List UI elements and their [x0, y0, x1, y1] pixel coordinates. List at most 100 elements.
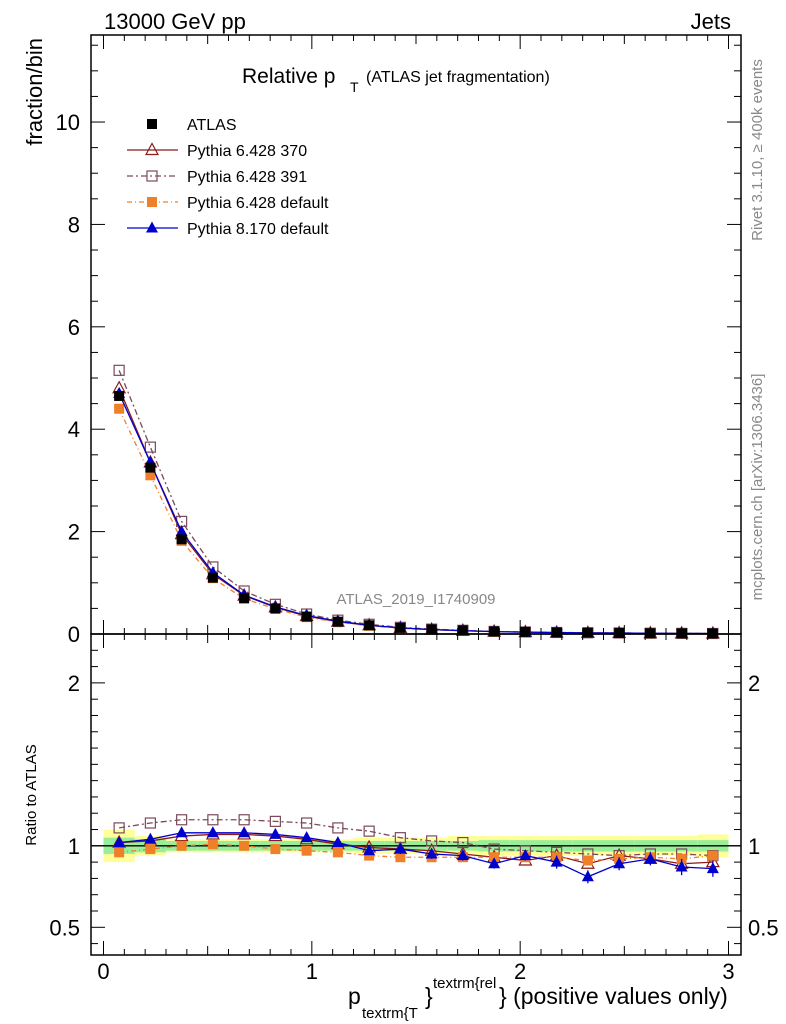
ratio-point [332, 822, 344, 834]
ratio-tick-label: 0.5 [49, 915, 80, 940]
legend-item: Pythia 6.428 default [127, 195, 329, 212]
data-point [207, 572, 218, 583]
ratio-point [300, 831, 313, 843]
x-tick-label: 1 [306, 959, 318, 984]
ratio-point [675, 860, 688, 872]
data-point [145, 462, 156, 473]
ratio-point [550, 855, 563, 867]
ratio-point [113, 836, 126, 848]
legend-label: Pythia 8.170 default [187, 221, 329, 238]
ratio-point [269, 815, 281, 827]
data-point [520, 626, 531, 637]
y-tick-label: 8 [68, 212, 80, 237]
series-atlas-data [114, 390, 718, 639]
ratio-series-pythia-8-170-default [113, 826, 719, 884]
ratio-point [706, 862, 719, 874]
legend-marker [144, 142, 160, 156]
legend-item: Pythia 8.170 default [127, 221, 329, 238]
ratio-point [176, 840, 187, 851]
data-point [426, 624, 437, 635]
ratio-point [145, 844, 156, 855]
ratio-point [363, 825, 375, 837]
ratio-point [238, 814, 250, 826]
x-label-sub: textrm{T [362, 1005, 418, 1022]
ratio-point [364, 850, 375, 861]
legend: ATLAS Pythia 6.428 370 Pythia 6.428 391 Pyt… [127, 117, 329, 238]
ratio-point [332, 847, 343, 858]
y-tick-label: 2 [68, 520, 80, 545]
data-point [113, 364, 125, 376]
ratio-point [301, 817, 313, 829]
legend-label: ATLAS [187, 117, 237, 134]
legend-label: Pythia 6.428 391 [187, 169, 307, 186]
title-subscript: T [350, 79, 359, 95]
ratio-tick-label-right: 0.5 [748, 915, 779, 940]
ratio-point [394, 842, 407, 854]
ratio-point [238, 826, 251, 838]
y-tick-label: 6 [68, 315, 80, 340]
ratio-tick-label-right: 1 [748, 834, 760, 859]
data-point [582, 627, 593, 638]
y-tick-label: 4 [68, 417, 80, 442]
ratio-point [207, 839, 218, 850]
data-point [489, 626, 500, 637]
ratio-point [176, 814, 188, 826]
header-energy-label: 13000 GeV pp [104, 9, 246, 34]
ratio-point [456, 849, 469, 861]
data-point [145, 470, 156, 481]
legend-marker [146, 221, 158, 233]
ratio-tick-label-right: 2 [748, 671, 760, 696]
data-point [239, 593, 250, 604]
ratio-point [489, 852, 500, 863]
legend-item: Pythia 6.428 370 [127, 142, 307, 160]
data-point [364, 620, 375, 631]
rivet-label: Rivet 3.1.10, ≥ 400k events [749, 59, 766, 241]
ratio-point [270, 844, 281, 855]
header-process-label: Jets [691, 9, 731, 34]
x-label-close: } [425, 983, 433, 1009]
ratio-tick-label: 2 [68, 671, 80, 696]
ratio-point [707, 850, 718, 861]
ratio-point [395, 852, 406, 863]
ratio-point [457, 836, 469, 849]
data-point [144, 441, 156, 453]
ratio-point [206, 826, 219, 838]
ratio-point [488, 857, 501, 869]
ratio-point [331, 836, 344, 848]
ratio-y-axis-label: Ratio to ATLAS [23, 744, 40, 845]
data-point [301, 611, 312, 622]
ratio-point [519, 849, 532, 861]
plot-title: Relative p T (ATLAS jet fragmentation) [242, 65, 550, 95]
legend-marker [147, 119, 157, 129]
x-label-p: p [348, 983, 361, 1009]
x-tick-label: 0 [97, 959, 109, 984]
ratio-point [113, 822, 125, 834]
legend-marker [146, 170, 158, 182]
ratio-point [581, 870, 594, 882]
data-point [332, 616, 343, 627]
ratio-point [269, 827, 282, 839]
x-tick-label: 3 [722, 959, 734, 984]
ratio-point [644, 852, 657, 864]
legend-label: Pythia 6.428 default [187, 195, 329, 212]
legend-item: Pythia 6.428 391 [127, 169, 307, 186]
x-label-sup: textrm{rel [433, 975, 496, 992]
data-point [176, 534, 187, 545]
data-point [175, 525, 188, 537]
x-axis-label: p textrm{T } textrm{rel } (positive valu… [348, 975, 728, 1022]
x-tick-label: 2 [514, 959, 526, 984]
watermark: ATLAS_2019_I1740909 [336, 591, 495, 608]
ratio-line [119, 832, 713, 878]
data-point [614, 627, 625, 638]
ratio-point [582, 855, 593, 866]
legend-label: Pythia 6.428 370 [187, 143, 307, 160]
ratio-point [301, 845, 312, 856]
title-main: Relative p [242, 65, 335, 88]
y-tick-label: 0 [68, 622, 80, 647]
ratio-point [613, 857, 626, 869]
legend-item-atlas: ATLAS [147, 117, 237, 134]
ratio-point [144, 817, 156, 829]
y-tick-label: 10 [56, 110, 80, 135]
ratio-point [114, 847, 125, 858]
